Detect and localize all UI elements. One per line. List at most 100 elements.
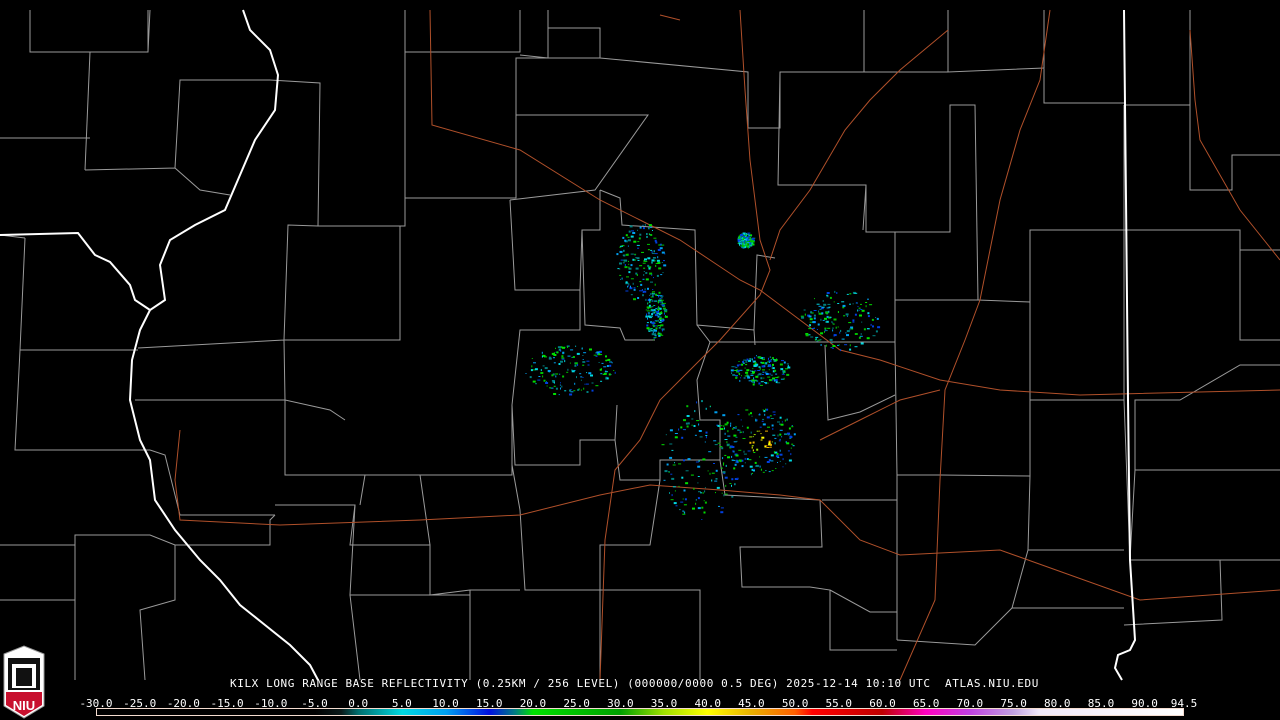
echo-pixel xyxy=(774,379,776,382)
echo-pixel xyxy=(747,236,750,238)
echo-pixel xyxy=(553,381,555,384)
echo-pixel xyxy=(746,369,750,372)
echo-pixel xyxy=(836,292,838,294)
echo-pixel xyxy=(552,381,555,383)
echo-pixel xyxy=(747,232,751,234)
echo-pixel xyxy=(723,463,724,466)
echo-pixel xyxy=(553,354,557,356)
echo-pixel xyxy=(674,436,678,439)
echo-pixel xyxy=(680,501,684,503)
echo-pixel xyxy=(737,239,740,242)
echo-pixel xyxy=(553,357,555,359)
echo-pixel xyxy=(577,389,580,391)
echo-pixel xyxy=(651,313,654,316)
echo-pixel xyxy=(771,357,773,359)
echo-pixel xyxy=(755,375,759,378)
echo-pixel xyxy=(633,287,636,289)
echo-pixel xyxy=(714,411,718,414)
echo-pixel xyxy=(723,473,726,475)
echo-pixel xyxy=(647,312,649,314)
echo-pixel xyxy=(828,306,831,308)
echo-pixel xyxy=(645,272,648,274)
echo-pixel xyxy=(764,382,768,384)
echo-pixel xyxy=(737,370,740,373)
echo-pixel xyxy=(777,462,778,463)
echo-pixel xyxy=(771,470,774,472)
echo-pixel xyxy=(858,336,861,339)
echo-pixel xyxy=(751,358,753,361)
echo-pixel xyxy=(659,295,663,297)
echo-pixel xyxy=(696,401,698,404)
echo-pixel xyxy=(758,382,761,385)
echo-pixel xyxy=(782,372,784,375)
echo-pixel xyxy=(648,224,652,227)
echo-pixel xyxy=(747,236,749,239)
echo-pixel xyxy=(731,478,734,481)
echo-pixel xyxy=(658,335,661,337)
echo-pixel xyxy=(742,241,744,244)
echo-pixel xyxy=(756,380,759,382)
echo-pixel xyxy=(774,442,776,445)
echo-pixel xyxy=(732,427,734,430)
echo-pixel xyxy=(699,436,703,438)
echo-pixel xyxy=(642,278,645,280)
echo-pixel xyxy=(769,379,772,382)
echo-pixel xyxy=(819,339,822,341)
echo-pixel xyxy=(743,453,747,455)
echo-pixel xyxy=(580,389,582,391)
legend-tick: 40.0 xyxy=(694,697,721,710)
echo-pixel xyxy=(546,385,548,387)
echo-pixel xyxy=(636,244,640,246)
echo-pixel xyxy=(860,333,862,335)
echo-pixel xyxy=(849,348,852,351)
echo-pixel xyxy=(674,462,675,464)
echo-pixel xyxy=(743,450,745,453)
echo-pixel xyxy=(850,326,854,329)
echo-pixel xyxy=(815,336,819,338)
echo-pixel xyxy=(756,430,759,432)
echo-pixel xyxy=(746,426,749,429)
echo-pixel xyxy=(660,311,662,314)
echo-pixel xyxy=(740,234,744,236)
echo-pixel xyxy=(650,315,653,317)
echo-pixel xyxy=(833,334,835,337)
echo-pixel xyxy=(784,419,786,422)
echo-pixel xyxy=(739,239,742,241)
echo-pixel xyxy=(604,371,608,373)
echo-pixel xyxy=(772,427,774,430)
echo-pixel xyxy=(651,261,653,264)
echo-pixel xyxy=(663,309,667,312)
echo-pixel xyxy=(700,492,702,494)
echo-pixel xyxy=(731,455,733,458)
echo-pixel xyxy=(768,441,771,444)
echo-pixel xyxy=(858,307,861,309)
echo-pixel xyxy=(738,449,742,451)
echo-pixel xyxy=(740,242,742,244)
echo-pixel xyxy=(659,297,662,299)
echo-pixel xyxy=(801,316,805,319)
echo-pixel xyxy=(562,375,565,378)
echo-pixel xyxy=(741,459,744,462)
echo-pixel xyxy=(809,324,811,327)
echo-pixel xyxy=(780,368,782,371)
echo-pixel xyxy=(829,338,833,341)
echo-pixel xyxy=(540,372,544,374)
echo-pixel xyxy=(599,368,602,371)
echo-pixel xyxy=(751,381,753,383)
echo-pixel xyxy=(768,373,772,375)
echo-pixel xyxy=(542,375,544,378)
echo-pixel xyxy=(738,429,741,431)
echo-pixel xyxy=(562,346,565,349)
echo-pixel xyxy=(809,318,813,321)
echo-pixel xyxy=(854,313,857,316)
echo-pixel xyxy=(863,328,866,331)
echo-pixel xyxy=(720,428,724,430)
echo-pixel xyxy=(830,347,833,349)
echo-pixel xyxy=(724,427,725,430)
echo-pixel xyxy=(761,359,765,361)
echo-pixel xyxy=(690,474,694,476)
echo-pixel xyxy=(770,460,774,462)
echo-pixel xyxy=(810,311,813,314)
echo-pixel xyxy=(866,328,870,330)
echo-pixel xyxy=(758,373,762,376)
